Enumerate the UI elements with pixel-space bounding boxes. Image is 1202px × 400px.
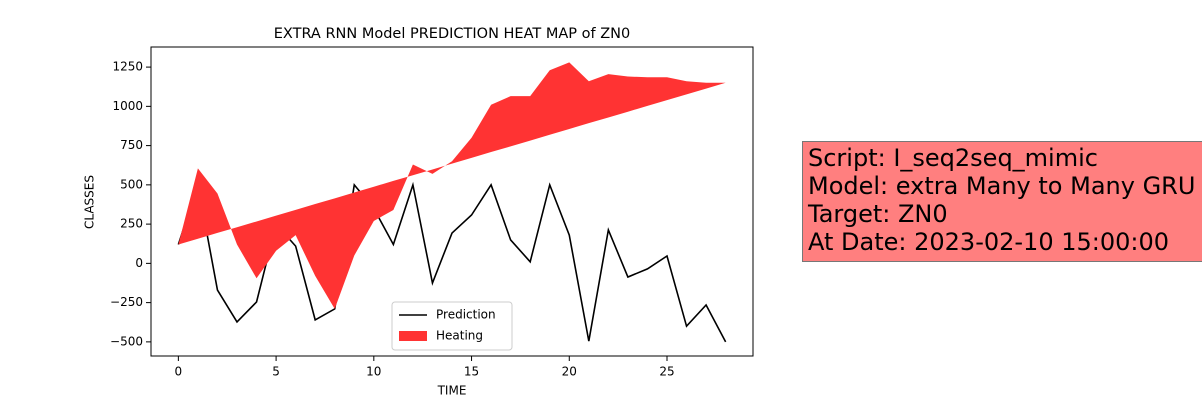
y-tick-label: 750 <box>120 138 143 152</box>
x-tick-label: 0 <box>175 365 183 379</box>
x-tick-label: 25 <box>659 365 674 379</box>
annotation-line: Script: I_seq2seq_mimic <box>808 144 1098 172</box>
y-tick-label: 1250 <box>112 60 143 74</box>
y-tick-label: 0 <box>135 256 143 270</box>
annotation-box <box>802 141 1202 262</box>
y-tick-label: 250 <box>120 217 143 231</box>
plot-frame <box>150 46 754 357</box>
y-tick-label: 500 <box>120 177 143 191</box>
x-tick-label: 5 <box>272 365 280 379</box>
y-tick-label: −500 <box>110 334 143 348</box>
x-tick-label: 15 <box>464 365 479 379</box>
annotation-line: Target: ZN0 <box>807 200 948 228</box>
x-axis-label: TIME <box>437 384 467 398</box>
y-tick-label: 1000 <box>112 99 143 113</box>
x-tick-label: 20 <box>562 365 577 379</box>
legend-swatch <box>399 331 427 341</box>
x-tick-label: 10 <box>366 365 381 379</box>
y-axis-label: CLASSES <box>83 175 97 229</box>
annotation-line: At Date: 2023-02-10 15:00:00 <box>808 228 1169 256</box>
chart-title: EXTRA RNN Model PREDICTION HEAT MAP of Z… <box>274 26 630 42</box>
legend-label: Heating <box>436 329 483 343</box>
legend-label: Prediction <box>436 308 496 322</box>
heat-area <box>178 62 726 309</box>
annotation-line: Model: extra Many to Many GRU <box>808 172 1195 200</box>
y-tick-label: −250 <box>110 295 143 309</box>
